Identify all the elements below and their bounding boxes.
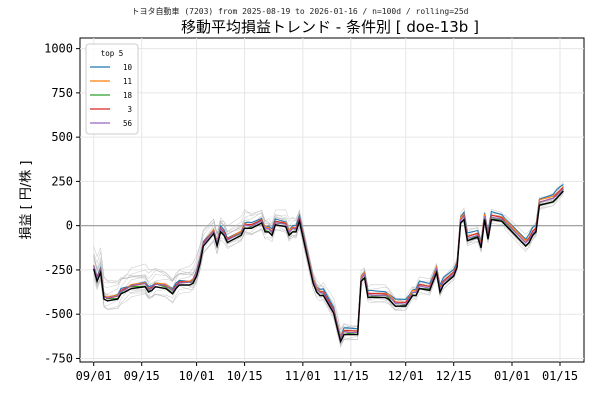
background-line [93,188,564,334]
background-line [93,186,564,330]
series-lines [93,184,564,344]
chart-title: 移動平均損益トレンド - 条件別 [ doe-13b ] [181,18,479,36]
legend-title: top 5 [101,49,124,58]
y-tick-label: -500 [44,307,73,321]
x-tick-label: 12/15 [436,369,472,383]
x-ticks: 09/01 09/15 10/01 10/15 11/01 11/15 12/01 12/15… [76,362,578,383]
legend-label: 10 [123,63,133,72]
chart-subtitle: トヨタ自動車 (7203) from 2025-08-19 to 2026-01… [132,6,469,16]
legend-label: 11 [123,77,132,86]
y-tick-label: 750 [51,86,73,100]
x-tick-label: 10/01 [179,369,215,383]
y-tick-label: 500 [51,130,73,144]
x-tick-label: 11/15 [333,369,369,383]
x-tick-label: 01/01 [494,369,530,383]
background-line [93,181,564,331]
legend-label: 18 [123,91,133,100]
y-ticks: -750 -500 -250 0 250 500 750 1000 [44,42,80,365]
x-tick-label: 12/01 [388,369,424,383]
series-line-56 [93,188,564,340]
series-line-10 [93,184,564,338]
y-tick-label: 0 [66,219,73,233]
x-tick-label: 01/15 [542,369,578,383]
legend-label: 56 [123,119,133,128]
baseline-line [93,190,564,344]
y-tick-label: -250 [44,263,73,277]
y-axis-label: 損益 [ 円/株 ] [19,161,34,240]
x-tick-label: 09/15 [124,369,160,383]
x-tick-label: 09/01 [76,369,112,383]
legend-label: 3 [127,105,132,114]
y-tick-label: -750 [44,351,73,365]
legend: top 5 10 11 18 3 56 [85,43,139,135]
y-tick-label: 1000 [44,42,73,56]
y-tick-label: 250 [51,174,73,188]
x-tick-label: 10/15 [227,369,263,383]
x-tick-label: 11/01 [285,369,321,383]
